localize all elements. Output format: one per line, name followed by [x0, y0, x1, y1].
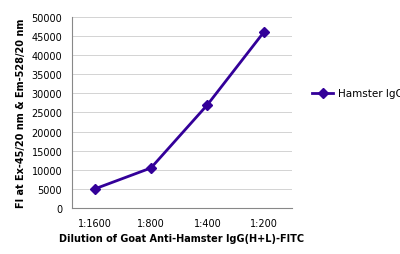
Hamster IgG [261, 31, 266, 35]
Legend: Hamster IgG: Hamster IgG [308, 85, 400, 103]
X-axis label: Dilution of Goat Anti-Hamster IgG(H+L)-FITC: Dilution of Goat Anti-Hamster IgG(H+L)-F… [60, 233, 304, 243]
Line: Hamster IgG: Hamster IgG [91, 29, 267, 193]
Y-axis label: FI at Ex-45/20 nm & Em-528/20 nm: FI at Ex-45/20 nm & Em-528/20 nm [16, 19, 26, 207]
Hamster IgG [148, 167, 153, 170]
Hamster IgG [205, 104, 210, 107]
Hamster IgG [92, 188, 97, 191]
